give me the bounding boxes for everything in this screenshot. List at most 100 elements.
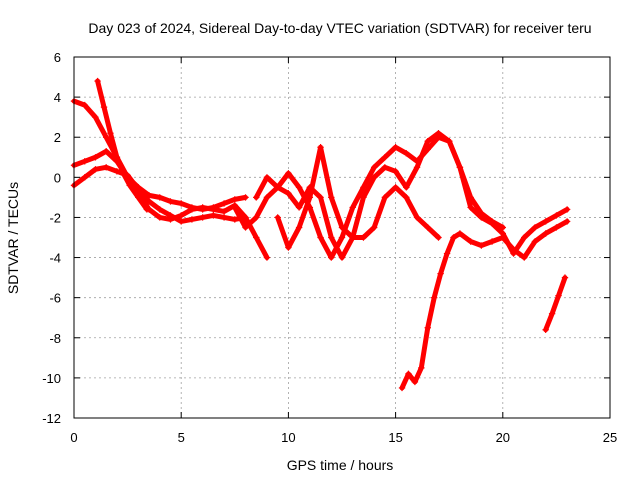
plot-frame	[73, 56, 611, 419]
data-point	[478, 242, 485, 249]
data-point	[231, 196, 238, 203]
data-point	[188, 216, 196, 223]
x-tick-label: 10	[281, 430, 295, 445]
data-point	[553, 212, 560, 219]
x-tick-label: 5	[178, 430, 185, 445]
data-point	[145, 198, 153, 205]
data-point	[231, 204, 238, 211]
data-series	[70, 77, 571, 392]
data-point	[274, 214, 281, 221]
data-point	[424, 138, 431, 145]
data-point	[521, 254, 528, 261]
data-point	[242, 224, 249, 231]
data-point	[360, 184, 367, 191]
y-tick-label: 6	[54, 50, 61, 65]
data-point	[467, 204, 474, 211]
data-point	[488, 220, 496, 227]
data-point	[100, 103, 108, 111]
data-point	[542, 230, 549, 237]
data-point	[167, 212, 174, 219]
data-point	[413, 214, 421, 221]
data-point	[542, 326, 549, 333]
data-point	[317, 144, 324, 151]
x-tick-label: 25	[603, 430, 617, 445]
x-tick-label: 0	[70, 430, 77, 445]
data-point	[478, 214, 485, 221]
data-point	[328, 194, 335, 201]
data-point	[563, 206, 571, 213]
data-point	[381, 164, 389, 171]
data-point	[242, 194, 249, 201]
data-point	[338, 254, 346, 261]
data-point	[413, 164, 421, 171]
data-point	[317, 234, 324, 241]
data-point	[499, 234, 506, 241]
data-point	[338, 234, 346, 241]
data-point	[295, 224, 303, 231]
data-point	[199, 214, 206, 221]
data-point	[398, 384, 406, 392]
axis-ticks: 0 5 10 15 20 25 -12 -10 -8 -6 -4 -2 0 2 4 6	[42, 50, 617, 445]
data-point	[285, 170, 292, 177]
y-tick-label: -6	[49, 291, 61, 306]
data-point	[338, 224, 346, 231]
chart-title: Day 023 of 2024, Sidereal Day-to-day VTE…	[88, 20, 591, 36]
y-tick-label: 4	[54, 90, 61, 105]
data-point	[178, 218, 185, 225]
data-point	[102, 148, 110, 155]
data-point	[328, 254, 335, 261]
data-point	[274, 184, 281, 191]
data-point	[392, 168, 399, 175]
data-point	[94, 77, 101, 85]
data-point	[199, 204, 206, 211]
data-point	[403, 150, 410, 157]
data-point	[156, 214, 163, 221]
y-tick-label: -4	[49, 251, 61, 266]
data-point	[405, 370, 412, 378]
data-point	[499, 224, 506, 231]
data-point	[92, 113, 99, 121]
data-point	[263, 194, 271, 201]
data-point	[242, 214, 249, 221]
data-point	[392, 144, 399, 151]
data-point	[220, 208, 228, 215]
data-point	[220, 200, 228, 207]
y-tick-label: -8	[49, 331, 61, 346]
series-line	[399, 218, 570, 391]
data-point	[92, 154, 99, 161]
data-point	[92, 166, 99, 173]
series-line	[543, 275, 568, 333]
gridlines	[74, 57, 610, 418]
y-tick-label: -2	[49, 210, 61, 225]
data-point	[178, 212, 185, 219]
data-point	[563, 218, 571, 225]
data-point	[349, 204, 356, 211]
data-point	[328, 234, 335, 241]
data-point	[531, 224, 539, 231]
data-point	[220, 214, 228, 221]
data-point	[561, 274, 569, 281]
data-point	[424, 146, 431, 153]
data-point	[113, 168, 121, 175]
data-point	[548, 310, 556, 317]
data-point	[443, 250, 451, 257]
y-tick-label: 2	[54, 130, 61, 145]
data-point	[263, 254, 271, 261]
data-point	[81, 158, 88, 165]
data-point	[253, 194, 260, 201]
data-point	[306, 194, 314, 201]
data-point	[381, 194, 389, 201]
data-point	[107, 130, 114, 137]
data-point	[285, 244, 292, 251]
data-point	[145, 206, 153, 213]
data-point	[360, 234, 367, 241]
data-point	[370, 224, 378, 231]
x-tick-label: 20	[496, 430, 510, 445]
data-point	[456, 164, 464, 171]
data-point	[113, 158, 121, 165]
data-point	[450, 234, 457, 241]
data-point	[488, 238, 496, 245]
data-point	[167, 198, 174, 205]
data-point	[156, 206, 163, 213]
